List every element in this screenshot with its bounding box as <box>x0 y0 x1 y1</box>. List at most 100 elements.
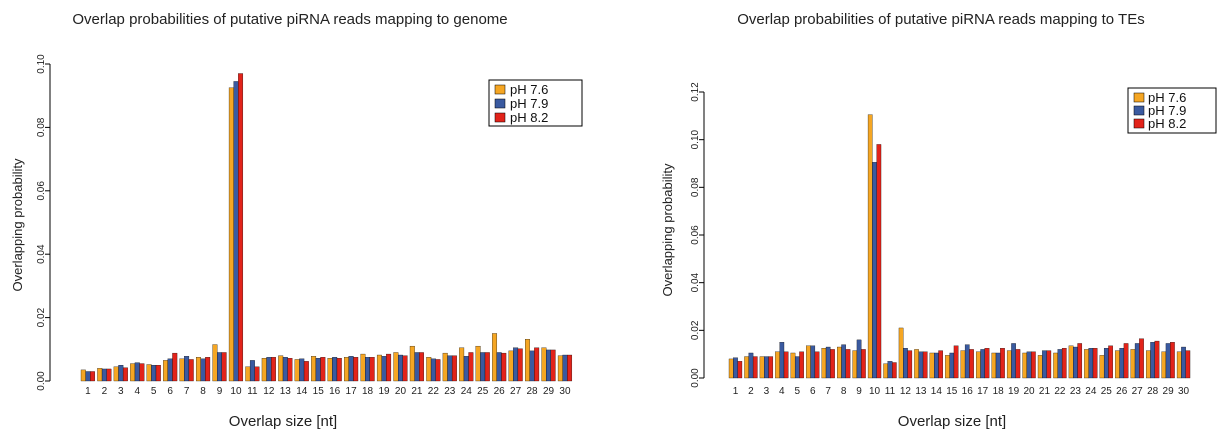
bar <box>1150 342 1155 379</box>
bar <box>451 355 457 382</box>
bar <box>205 357 211 382</box>
bar <box>1161 351 1167 379</box>
bar <box>872 162 877 379</box>
bar <box>139 363 145 382</box>
legend-swatch-ph76 <box>494 84 506 95</box>
x-tick-label: 2 <box>748 386 754 397</box>
x-tick-label: 10 <box>230 386 242 397</box>
chart-genome: Overlap probabilities of putative piRNA … <box>10 11 583 430</box>
bar <box>221 352 227 382</box>
bar <box>1026 351 1032 379</box>
bar <box>228 87 234 382</box>
x-axis-label: Overlap size [nt] <box>898 413 1006 430</box>
bar <box>1042 350 1047 379</box>
bar <box>459 347 465 382</box>
bar <box>1053 352 1058 379</box>
bar <box>1006 350 1012 379</box>
x-tick-label: 16 <box>329 386 341 397</box>
bar <box>463 356 469 382</box>
bar <box>122 367 128 382</box>
bar <box>386 353 392 382</box>
bar <box>775 351 780 379</box>
y-tick-label: 0.00 <box>690 368 701 388</box>
bar <box>365 357 371 382</box>
bar <box>163 360 169 382</box>
chart-title: Overlap probabilities of putative piRNA … <box>737 11 1144 28</box>
x-tick-label: 11 <box>885 386 896 397</box>
bar <box>106 368 112 382</box>
bar <box>541 347 547 382</box>
legend-swatch-ph79 <box>494 98 506 109</box>
bar <box>976 351 981 379</box>
bar <box>85 371 91 382</box>
bar <box>960 350 966 379</box>
bar <box>752 356 758 379</box>
bar <box>790 352 796 379</box>
y-tick-label: 0.02 <box>690 320 701 340</box>
bar <box>1139 338 1144 379</box>
bar <box>903 348 908 379</box>
x-tick-label: 18 <box>993 386 1005 397</box>
bar <box>287 358 293 382</box>
x-tick-label: 9 <box>856 386 862 397</box>
bar <box>245 366 251 382</box>
x-tick-label: 22 <box>1054 386 1066 397</box>
legend-label-ph79: pH 7.9 <box>1148 103 1186 118</box>
y-axis-label: Overlapping probability <box>10 158 25 291</box>
bar <box>733 357 738 379</box>
bar <box>914 349 919 379</box>
bar <box>238 73 244 382</box>
bar <box>130 363 136 382</box>
bar <box>969 349 974 379</box>
chart-title: Overlap probabilities of putative piRNA … <box>72 11 507 28</box>
bar <box>1084 349 1089 379</box>
bar <box>101 368 107 382</box>
bars-layer <box>80 73 573 382</box>
bar <box>184 356 190 382</box>
x-tick-label: 30 <box>559 386 571 397</box>
bar <box>435 359 441 382</box>
x-tick-label: 12 <box>263 386 275 397</box>
bar <box>172 352 178 382</box>
bar <box>814 351 820 379</box>
bar <box>845 349 851 379</box>
y-tick-label: 0.02 <box>36 307 47 327</box>
bar <box>414 352 420 382</box>
legend-swatch-ph79 <box>1133 105 1145 116</box>
bar <box>799 351 804 379</box>
bar <box>468 352 474 382</box>
bar <box>254 366 260 382</box>
bar <box>825 346 831 379</box>
bar <box>934 352 939 379</box>
bar <box>501 352 507 382</box>
x-tick-label: 14 <box>296 386 308 397</box>
bar <box>200 358 206 382</box>
bar <box>550 349 556 382</box>
bar <box>525 339 530 382</box>
bar <box>282 357 288 382</box>
bar <box>1046 350 1052 379</box>
bar <box>146 364 152 382</box>
x-tick-label: 30 <box>1178 386 1190 397</box>
bar <box>1103 348 1109 379</box>
bar <box>517 348 523 382</box>
x-tick-label: 11 <box>247 386 258 397</box>
x-tick-label: 9 <box>217 386 223 397</box>
bar <box>360 353 366 382</box>
bar <box>744 356 749 379</box>
bar <box>1165 343 1171 379</box>
legend-label-ph82: pH 8.2 <box>510 110 548 125</box>
bar <box>1057 349 1063 379</box>
bar <box>837 346 842 379</box>
bar <box>557 355 563 382</box>
axis-layer: 0.000.020.040.060.080.101 2 3 4 5 6 7 8 9 10 11 12 1… <box>36 54 571 397</box>
x-tick-label: 19 <box>378 386 390 397</box>
x-tick-label: 6 <box>167 386 173 397</box>
bar <box>728 358 734 379</box>
bar <box>249 360 255 382</box>
legend-swatch-ph82 <box>494 112 506 123</box>
bar <box>1176 351 1182 379</box>
bar <box>327 358 333 382</box>
bar <box>562 354 568 382</box>
